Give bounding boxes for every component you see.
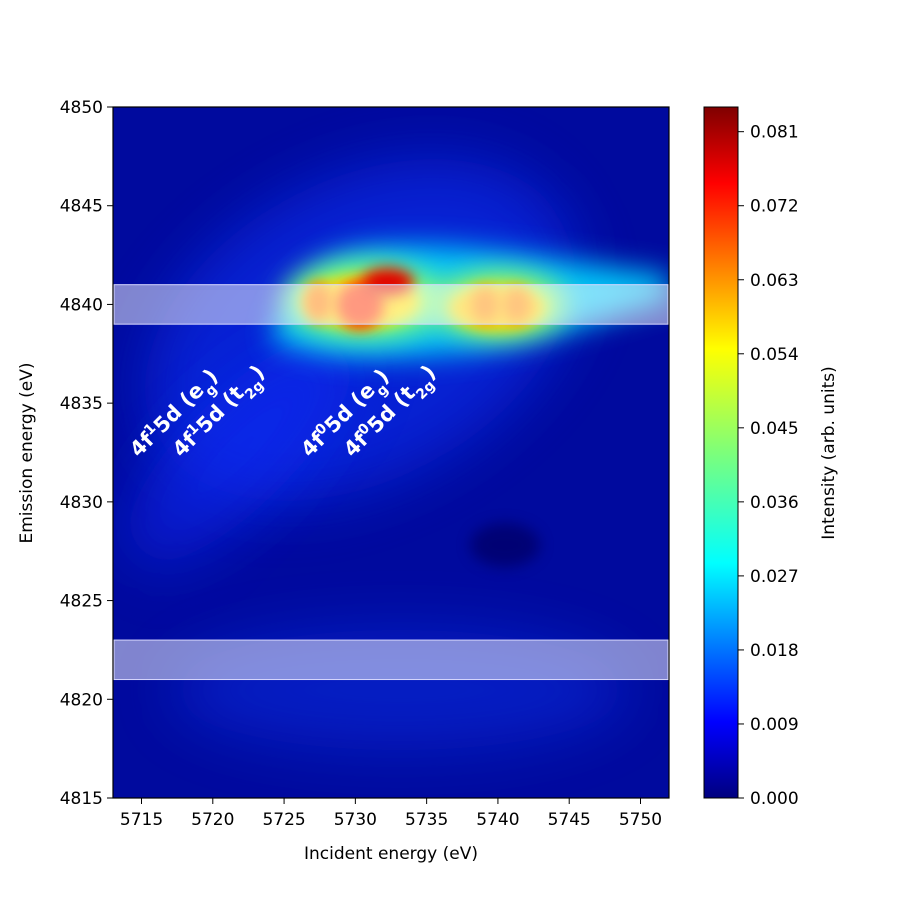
heatmap-plot (112, 106, 670, 799)
dark-spot (470, 523, 540, 567)
x-tick-label: 5740 (476, 810, 519, 830)
x-tick-label: 5735 (405, 810, 448, 830)
colorbar-tick-label: 0.009 (750, 715, 799, 735)
y-tick-label: 4840 (60, 295, 103, 315)
y-tick-label: 4835 (60, 394, 103, 414)
y-tick-label: 4825 (60, 592, 103, 612)
y-axis-ticks: 4815 4820 4825 4830 4835 4840 4845 4850 (60, 98, 113, 809)
y-tick-label: 4845 (60, 197, 103, 217)
x-tick-label: 5750 (619, 810, 662, 830)
y-tick-label: 4830 (60, 493, 103, 513)
plot-frame (112, 106, 670, 799)
x-tick-label: 5730 (334, 810, 377, 830)
x-tick-label: 5725 (262, 810, 305, 830)
colorbar-label: Intensity (arb. units) (819, 366, 839, 539)
colorbar-tick-label: 0.000 (750, 789, 799, 809)
colorbar-tick-label: 0.045 (750, 419, 799, 439)
colorbar-ticks: 0.000 0.009 0.018 0.027 0.036 0.045 0.054 0.063… (738, 123, 799, 809)
diagonal-tail (127, 337, 353, 563)
colorbar: 0.000 0.009 0.018 0.027 0.036 0.045 0.054 0.063… (703, 106, 839, 809)
x-tick-label: 5720 (191, 810, 234, 830)
colorbar-tick-label: 0.063 (750, 271, 799, 291)
x-tick-label: 5715 (120, 810, 163, 830)
highlight-band-0 (113, 284, 669, 325)
colorbar-tick-label: 0.036 (750, 493, 799, 513)
highlight-bands (113, 284, 669, 681)
highlight-band-1 (113, 639, 669, 681)
colorbar-tick-label: 0.054 (750, 345, 799, 365)
colorbar-tick-label: 0.018 (750, 641, 799, 661)
colorbar-tick-label: 0.081 (750, 123, 799, 143)
x-axis-ticks: 5715 5720 5725 5730 5735 5740 5745 5750 (120, 798, 662, 830)
y-tick-label: 4820 (60, 690, 103, 710)
colorbar-gradient (703, 106, 739, 799)
x-tick-label: 5745 (548, 810, 591, 830)
y-axis-label: Emission energy (eV) (17, 362, 37, 543)
x-axis-label: Incident energy (eV) (304, 844, 478, 864)
colorbar-tick-label: 0.027 (750, 567, 799, 587)
y-tick-label: 4815 (60, 789, 103, 809)
y-tick-label: 4850 (60, 98, 103, 118)
colorbar-tick-label: 0.072 (750, 197, 799, 217)
